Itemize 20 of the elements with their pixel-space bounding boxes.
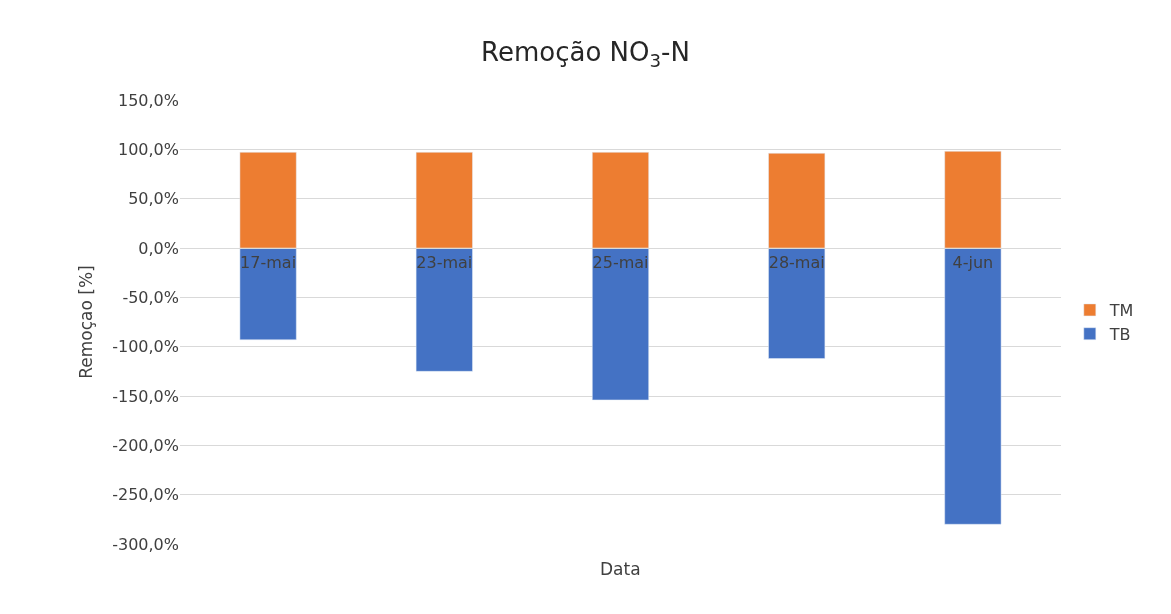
legend-label: TM — [1108, 301, 1134, 321]
y-tick-label: 0,0% — [138, 238, 179, 258]
y-tick-label: -50,0% — [122, 287, 179, 307]
y-tick-label: 100,0% — [117, 139, 179, 159]
y-tick-label: -150,0% — [112, 386, 179, 406]
y-tick-label: -250,0% — [112, 485, 179, 505]
x-axis-title: Data — [600, 559, 641, 579]
x-tick-label: 4-jun — [952, 253, 994, 273]
x-tick-label: 25-mai — [592, 253, 649, 273]
y-tick-label: 50,0% — [128, 189, 179, 209]
chart-title: Remoção NO$_{3}$-N — [481, 37, 690, 71]
x-tick-label: 23-mai — [416, 253, 473, 273]
y-axis-title: Remoçao [%] — [75, 265, 96, 379]
legend-label: TB — [1108, 324, 1131, 344]
x-tick-label: 17-mai — [240, 253, 297, 273]
y-tick-label: -200,0% — [112, 435, 179, 455]
y-tick-label: 150,0% — [117, 90, 179, 110]
y-tick-label: -100,0% — [112, 337, 179, 357]
x-tick-label: 28-mai — [768, 253, 825, 273]
y-tick-label: -300,0% — [112, 534, 179, 554]
